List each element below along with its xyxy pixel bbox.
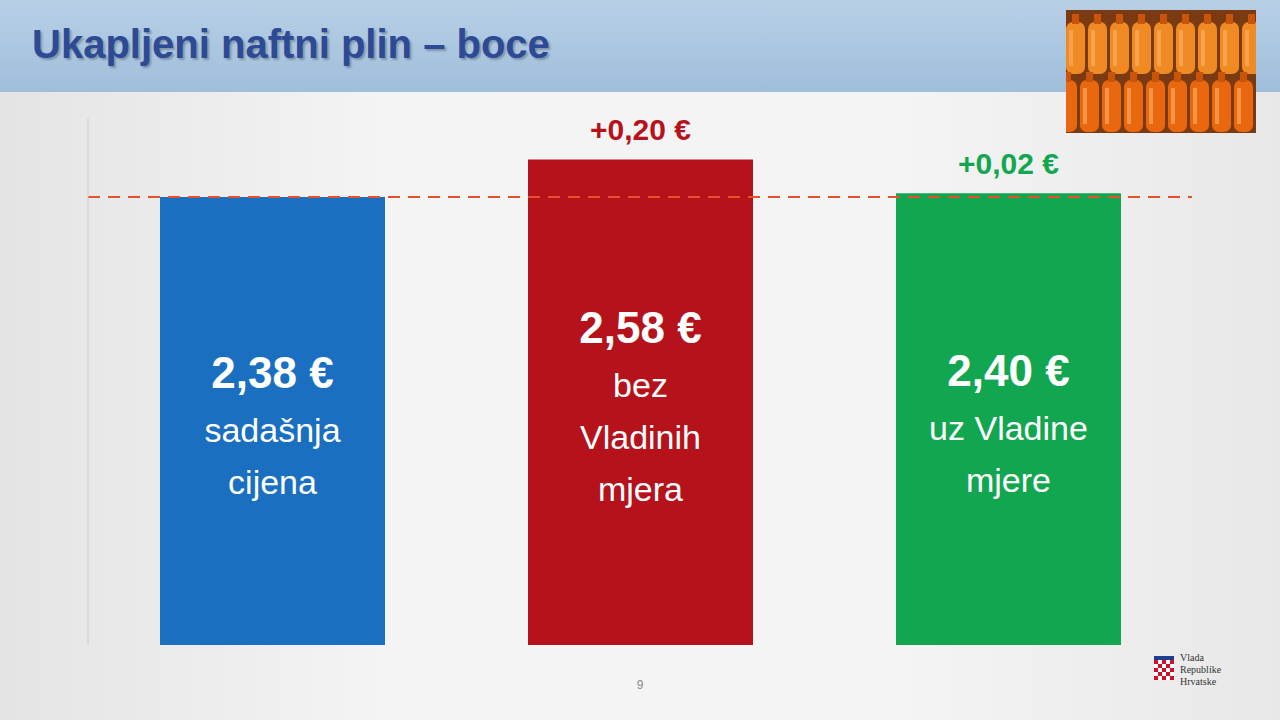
html-text:9: 9 [636, 678, 644, 692]
svg-text:Vladinih: Vladinih [580, 418, 701, 456]
svg-text:2,40 €: 2,40 € [947, 346, 1069, 395]
html-text:Republike: Republike [1180, 664, 1222, 675]
svg-text:mjere: mjere [966, 461, 1051, 499]
svg-text:2,38 €: 2,38 € [211, 348, 333, 397]
svg-text:bez: bez [613, 366, 668, 404]
svg-text:2,58 €: 2,58 € [579, 303, 701, 352]
svg-text:uz Vladine: uz Vladine [929, 409, 1088, 447]
svg-text:+0,02 €: +0,02 € [958, 147, 1059, 180]
html-text:Ukapljeni naftni plin – boce: Ukapljeni naftni plin – boce [32, 22, 550, 66]
html-text:Hrvatske: Hrvatske [1180, 676, 1217, 687]
svg-text:mjera: mjera [598, 470, 683, 508]
svg-text:+0,20 €: +0,20 € [590, 113, 691, 146]
html-text:Vlada: Vlada [1180, 652, 1204, 663]
svg-text:cijena: cijena [228, 463, 317, 501]
svg-text:sadašnja: sadašnja [204, 411, 340, 449]
